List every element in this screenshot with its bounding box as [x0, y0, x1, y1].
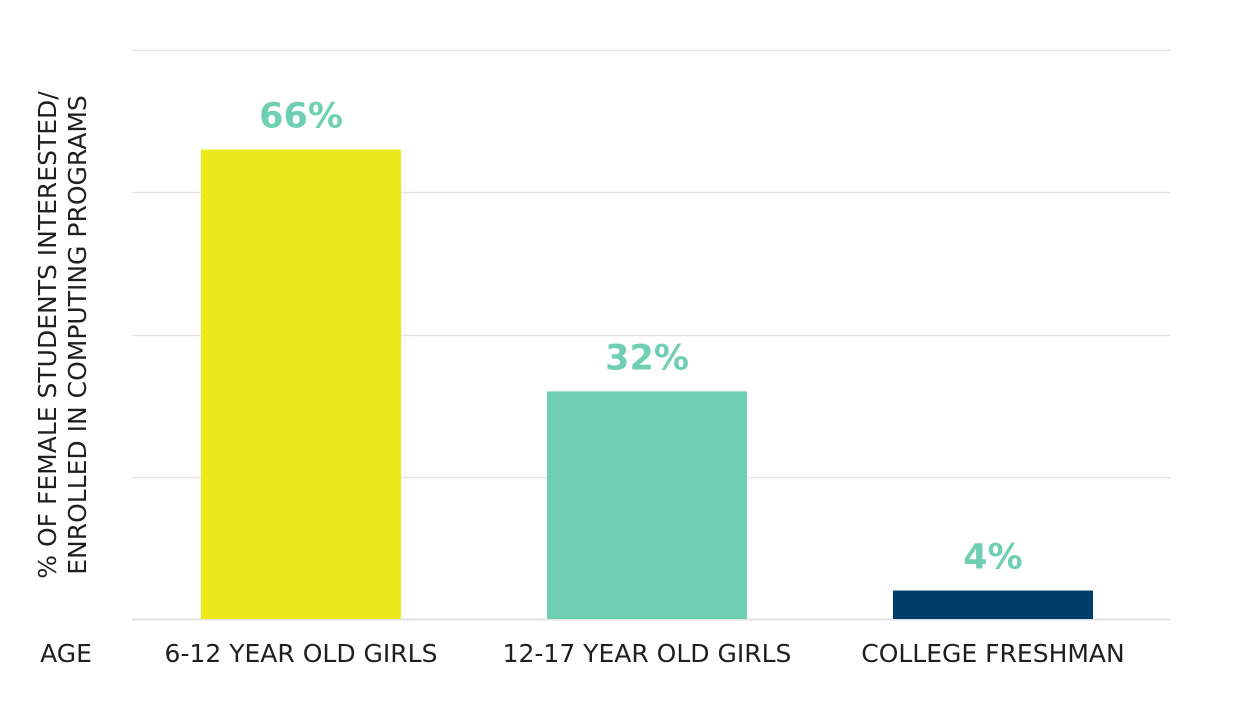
category-label-2: 12-17 YEAR OLD GIRLS [503, 639, 792, 668]
category-labels: 6-12 YEAR OLD GIRLS 12-17 YEAR OLD GIRLS C… [165, 639, 1125, 668]
value-label-3: 4% [963, 538, 1022, 578]
x-axis-label: AGE [40, 639, 92, 668]
bar-2 [547, 391, 747, 619]
y-axis-label-line-2: ENROLLED IN COMPUTING PROGRAMS [63, 95, 92, 575]
bars [201, 149, 1093, 619]
category-label-1: 6-12 YEAR OLD GIRLS [165, 639, 438, 668]
bar-3 [893, 590, 1093, 619]
category-label-3: COLLEGE FRESHMAN [861, 639, 1125, 668]
y-axis-label-line-1: % OF FEMALE STUDENTS INTERESTED/ [33, 91, 62, 579]
value-label-2: 32% [605, 338, 689, 378]
value-label-1: 66% [259, 97, 343, 137]
value-labels: 66% 32% 4% [259, 97, 1023, 578]
bar-1 [201, 149, 401, 619]
